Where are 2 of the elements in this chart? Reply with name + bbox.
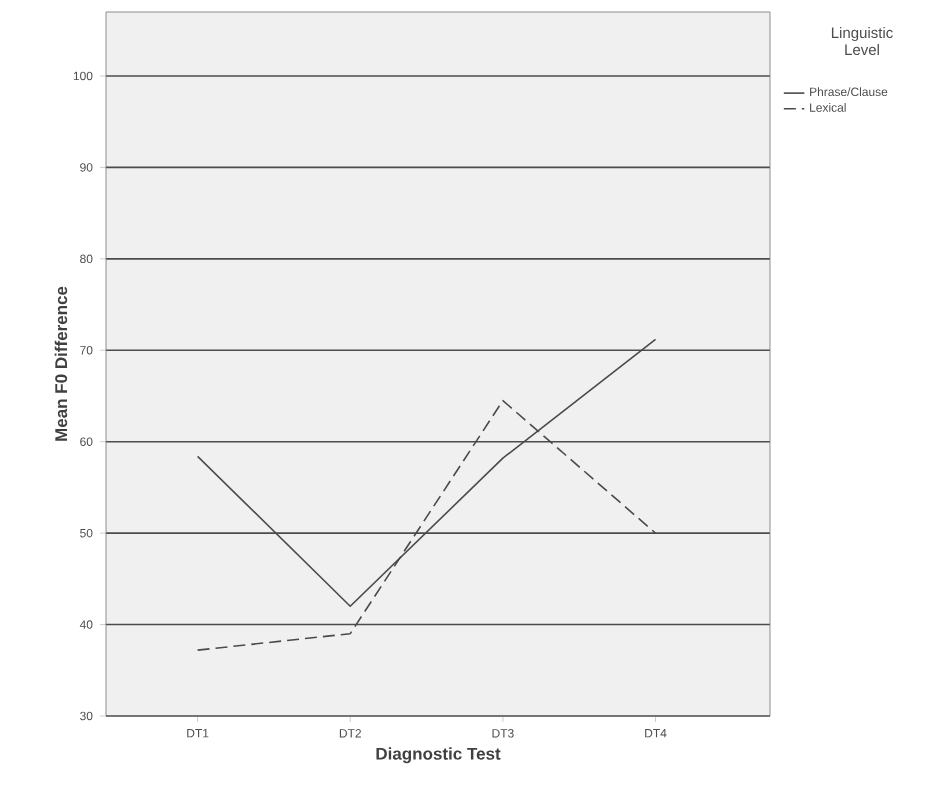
x-axis-title: Diagnostic Test: [376, 747, 501, 764]
y-axis-title: Mean F0 Difference: [54, 286, 68, 441]
